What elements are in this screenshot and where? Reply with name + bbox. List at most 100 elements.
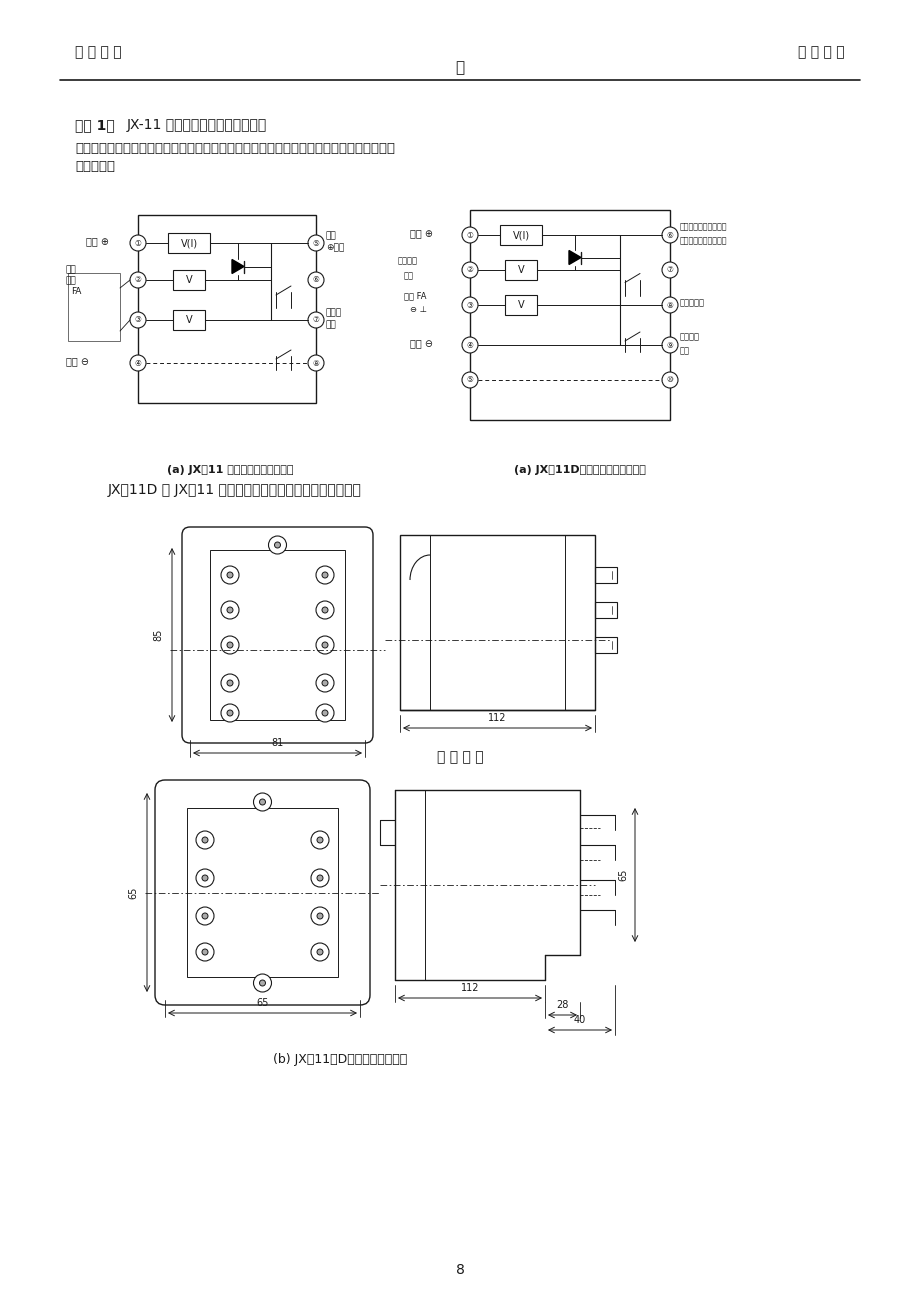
Text: 板 前 接 线: 板 前 接 线 — [437, 750, 482, 764]
Text: ⊖ ⊥: ⊖ ⊥ — [410, 306, 426, 315]
Circle shape — [311, 907, 329, 924]
Text: 负极: 负极 — [403, 272, 414, 280]
Text: FA: FA — [71, 286, 81, 296]
Circle shape — [268, 536, 286, 553]
Text: ⑤: ⑤ — [466, 375, 473, 384]
Circle shape — [322, 680, 328, 686]
Text: 启动 ⊕: 启动 ⊕ — [410, 228, 433, 238]
Text: ③: ③ — [466, 301, 473, 310]
Circle shape — [317, 949, 323, 954]
Text: ④: ④ — [466, 341, 473, 349]
Circle shape — [221, 602, 239, 618]
Text: ⑧: ⑧ — [312, 358, 319, 367]
Circle shape — [662, 337, 677, 353]
Text: 正极: 正极 — [679, 346, 689, 355]
Text: 为了更换方便，原屏上安装接线开有五个圆孔的，用户可提出加配过渡接线板，不必在原屏: 为了更换方便，原屏上安装接线开有五个圆孔的，用户可提出加配过渡接线板，不必在原屏 — [75, 142, 394, 155]
Bar — [595, 566, 617, 583]
Circle shape — [227, 642, 233, 648]
Text: ⑩: ⑩ — [666, 375, 673, 384]
Circle shape — [196, 943, 214, 961]
Circle shape — [662, 297, 677, 312]
Text: V: V — [517, 299, 524, 310]
Text: 磁保持接点: 磁保持接点 — [679, 298, 704, 307]
Circle shape — [461, 297, 478, 312]
Circle shape — [202, 949, 208, 954]
Circle shape — [259, 799, 266, 805]
Circle shape — [196, 868, 214, 887]
Circle shape — [461, 337, 478, 353]
Circle shape — [662, 262, 677, 279]
Circle shape — [317, 875, 323, 881]
Text: 65: 65 — [618, 868, 628, 881]
Text: ①: ① — [134, 238, 142, 247]
Circle shape — [322, 572, 328, 578]
Text: ⑥: ⑥ — [312, 276, 319, 285]
Text: 件: 件 — [455, 60, 464, 76]
Text: ⑤: ⑤ — [312, 238, 319, 247]
Text: ⊕电源: ⊕电源 — [325, 243, 344, 253]
Circle shape — [202, 913, 208, 919]
Circle shape — [315, 674, 334, 691]
Text: 辅助: 辅助 — [325, 232, 336, 241]
Text: V: V — [186, 315, 192, 326]
Text: ⑦: ⑦ — [666, 266, 673, 275]
Text: 加上辅助电源接点保持: 加上辅助电源接点保持 — [679, 223, 727, 232]
Text: 上补开孔。: 上补开孔。 — [75, 160, 115, 172]
Text: 磁保持: 磁保持 — [325, 309, 342, 318]
Circle shape — [130, 355, 146, 371]
Bar — [400, 535, 595, 710]
Text: 辅助电源: 辅助电源 — [398, 256, 417, 266]
Text: V: V — [517, 266, 524, 275]
Text: JX-11 继电器接线图及外型尺寸图: JX-11 继电器接线图及外型尺寸图 — [127, 118, 267, 132]
Polygon shape — [232, 259, 244, 273]
Circle shape — [221, 674, 239, 691]
Text: ⑨: ⑨ — [666, 341, 673, 349]
Circle shape — [311, 831, 329, 849]
Circle shape — [317, 837, 323, 842]
Text: ⑦: ⑦ — [312, 315, 319, 324]
Text: 8: 8 — [455, 1263, 464, 1277]
Circle shape — [662, 227, 677, 243]
Text: ③: ③ — [134, 315, 142, 324]
Text: 28: 28 — [556, 1000, 568, 1010]
Text: ⑧: ⑧ — [666, 301, 673, 310]
Circle shape — [196, 831, 214, 849]
Circle shape — [662, 372, 677, 388]
Circle shape — [317, 913, 323, 919]
Bar — [505, 296, 537, 315]
Text: ②: ② — [466, 266, 473, 275]
Text: 复归 FA: 复归 FA — [403, 292, 426, 301]
Circle shape — [221, 704, 239, 723]
Text: ④: ④ — [134, 358, 142, 367]
Circle shape — [130, 312, 146, 328]
Circle shape — [461, 262, 478, 279]
Text: 接点: 接点 — [325, 320, 336, 329]
Text: 启动 ⊕: 启动 ⊕ — [85, 236, 108, 246]
Circle shape — [130, 272, 146, 288]
Circle shape — [221, 566, 239, 585]
Text: JX－11D 与 JX－11 外型尺寸相同，只是多一付接线端子。: JX－11D 与 JX－11 外型尺寸相同，只是多一付接线端子。 — [108, 483, 361, 497]
Text: V(I): V(I) — [180, 238, 198, 247]
Circle shape — [322, 607, 328, 613]
Circle shape — [308, 312, 323, 328]
Circle shape — [461, 227, 478, 243]
Text: 112: 112 — [488, 713, 506, 723]
Circle shape — [308, 355, 323, 371]
Text: V: V — [186, 275, 192, 285]
Circle shape — [274, 542, 280, 548]
Circle shape — [311, 943, 329, 961]
Circle shape — [202, 837, 208, 842]
Bar — [173, 310, 205, 329]
Text: ②: ② — [134, 276, 142, 285]
Circle shape — [227, 607, 233, 613]
Text: (b) JX－11（D）继电器外型尺寸: (b) JX－11（D）继电器外型尺寸 — [273, 1053, 407, 1066]
Text: ⑥: ⑥ — [666, 230, 673, 240]
Bar — [187, 809, 337, 976]
Text: 辅助电源: 辅助电源 — [679, 332, 699, 341]
Text: (a) JX－11 继电器接线图（前视）: (a) JX－11 继电器接线图（前视） — [166, 465, 293, 475]
Bar — [505, 260, 537, 280]
Text: V(I): V(I) — [512, 230, 529, 240]
Circle shape — [202, 875, 208, 881]
Text: 启动 ⊖: 启动 ⊖ — [66, 355, 89, 366]
Circle shape — [227, 572, 233, 578]
